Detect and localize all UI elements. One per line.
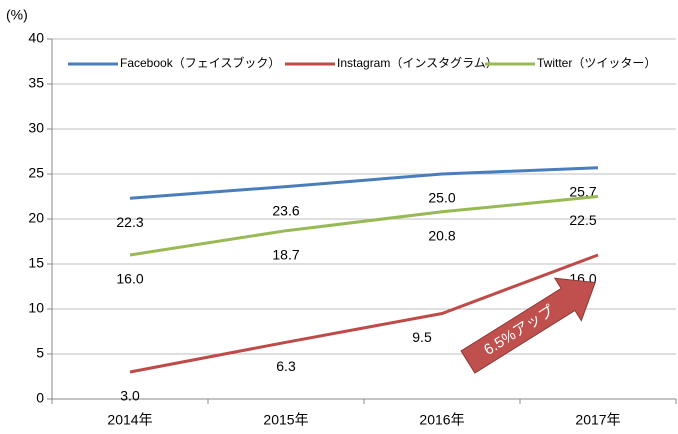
x-tick-label: 2017年 [575,412,620,428]
y-tick-label: 35 [28,75,44,91]
y-tick-label: 20 [28,210,44,226]
data-label: 16.0 [116,271,143,287]
data-label: 22.5 [569,212,596,228]
annotation: 6.5%アップ [481,302,557,358]
data-label: 6.3 [276,358,296,374]
x-tick-label: 2016年 [419,412,464,428]
y-tick-label: 5 [36,345,44,361]
x-tick-label: 2015年 [263,412,308,428]
y-tick-label: 30 [28,120,44,136]
series-line [129,166,599,200]
legend-label: Twitter（ツイッター） [537,56,656,70]
y-tick-label: 10 [28,300,44,316]
legend-label: Facebook（フェイスブック） [120,55,280,70]
legend-label: Instagram（インスタグラム） [337,56,498,70]
y-tick-label: 15 [28,255,44,271]
arrow-shape [460,277,596,374]
data-label: 18.7 [272,246,299,262]
y-axis-label: (%) [6,7,28,23]
y-tick-label: 40 [28,30,44,46]
data-label: 25.0 [428,190,455,206]
data-label: 20.8 [428,228,455,244]
data-label: 9.5 [412,329,432,345]
y-tick-label: 0 [36,390,44,406]
data-label: 25.7 [569,183,596,199]
x-tick-label: 2014年 [107,412,152,428]
data-label: 23.6 [272,202,299,218]
series-line [129,195,599,257]
y-tick-label: 25 [28,165,44,181]
series-line [129,253,599,374]
data-label: 3.0 [120,388,140,404]
data-label: 22.3 [116,214,143,230]
